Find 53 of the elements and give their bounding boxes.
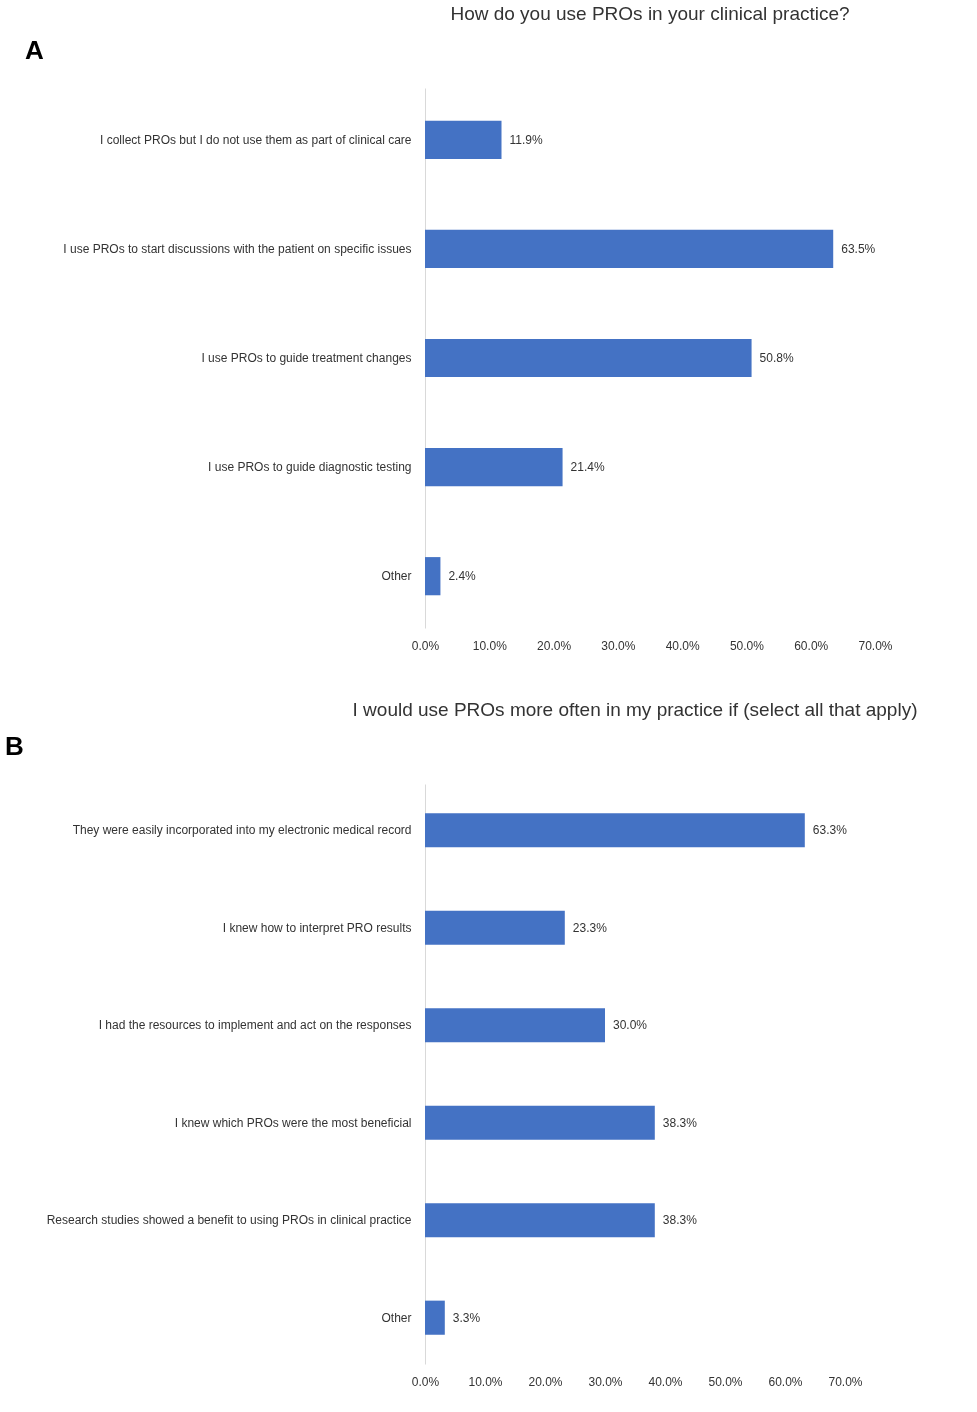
- y-tick-label: I collect PROs but I do not use them as part of clinical care: [100, 132, 412, 147]
- data-label: 23.3%: [572, 920, 608, 935]
- x-tick-label: 70.0%: [858, 638, 893, 653]
- data-label: 63.3%: [812, 823, 848, 838]
- y-tick-label: I knew how to interpret PRO results: [222, 920, 412, 935]
- data-label: 2.4%: [448, 569, 477, 584]
- x-tick-label: 50.0%: [729, 638, 765, 653]
- x-tick-label: 40.0%: [648, 1374, 683, 1389]
- x-tick-label: 20.0%: [528, 1374, 563, 1389]
- y-tick-label: They were easily incorporated into my electronic medical record: [72, 823, 412, 838]
- x-tick-label: 40.0%: [665, 638, 700, 653]
- data-label: 50.8%: [759, 351, 794, 365]
- bar: [425, 813, 805, 848]
- x-tick-label: 30.0%: [601, 638, 636, 653]
- x-tick-label: 60.0%: [768, 1374, 803, 1389]
- x-tick-label: 60.0%: [794, 638, 829, 653]
- x-tick-label: 10.0%: [472, 638, 508, 653]
- y-tick-label: I use PROs to guide diagnostic testing: [208, 460, 412, 475]
- y-tick-label: Other: [381, 1310, 412, 1325]
- data-label: 21.4%: [570, 460, 605, 475]
- y-tick-label: I use PROs to guide treatment changes: [201, 351, 412, 365]
- bar: [425, 120, 502, 159]
- data-label: 30.0%: [613, 1018, 648, 1033]
- bar: [425, 1300, 445, 1335]
- x-tick-label: 30.0%: [588, 1374, 623, 1389]
- chart-title: I would use PROs more often in my practice if (select all that apply): [352, 699, 918, 720]
- bar: [425, 557, 441, 596]
- data-label: 11.9%: [509, 132, 543, 147]
- bar: [425, 338, 752, 378]
- y-tick-label: I had the resources to implement and act on the responses: [98, 1018, 412, 1033]
- y-tick-label: I knew which PROs were the most beneficial: [174, 1115, 412, 1130]
- text: B: [5, 731, 24, 761]
- bar: [425, 448, 563, 487]
- bar: [425, 1008, 605, 1043]
- x-tick-label: 0.0%: [411, 1374, 440, 1389]
- y-tick-label: I use PROs to start discussions with the patient on specific issues: [63, 241, 412, 256]
- x-tick-label: 70.0%: [828, 1374, 863, 1389]
- x-tick-label: 20.0%: [537, 638, 572, 653]
- data-label: 3.3%: [452, 1310, 481, 1325]
- chart-title: How do you use PROs in your clinical practice?: [450, 3, 850, 24]
- bar: [425, 229, 834, 268]
- y-tick-label: Research studies showed a benefit to using PROs in clinical practice: [46, 1213, 412, 1228]
- x-tick-label: 10.0%: [468, 1374, 503, 1389]
- data-label: 63.5%: [841, 241, 876, 256]
- x-tick-label: 50.0%: [708, 1374, 743, 1389]
- text: A: [25, 35, 44, 65]
- x-tick-label: 0.0%: [411, 638, 440, 653]
- bar: [425, 910, 565, 945]
- data-label: 38.3%: [662, 1115, 698, 1130]
- y-tick-label: Other: [381, 569, 412, 584]
- bar: [425, 1203, 655, 1238]
- data-label: 38.3%: [662, 1213, 698, 1228]
- bar: [425, 1105, 655, 1140]
